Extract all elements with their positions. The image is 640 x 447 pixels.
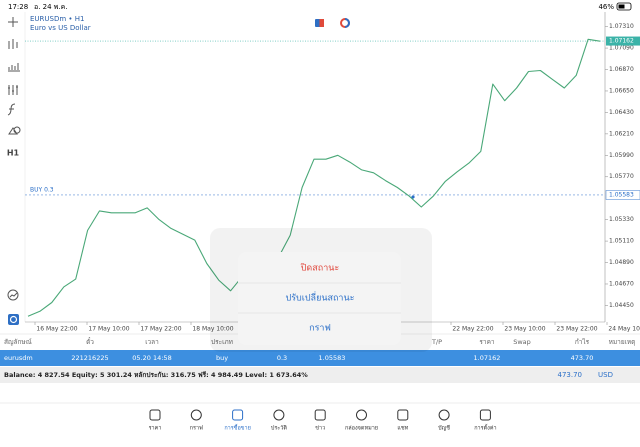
x-tick-label: 23 May 10:00 bbox=[504, 326, 545, 333]
indicators-tool[interactable] bbox=[8, 39, 18, 49]
table-header: T/P bbox=[431, 338, 442, 346]
table-cell[interactable]: 1.05583 bbox=[319, 354, 346, 362]
table-cell[interactable]: buy bbox=[216, 354, 228, 362]
x-tick-label: 23 May 22:00 bbox=[556, 326, 597, 333]
table-header: เวลา bbox=[145, 338, 159, 346]
tab-icon[interactable] bbox=[397, 409, 409, 421]
x-tick-label: 22 May 22:00 bbox=[452, 326, 493, 333]
tab-icon[interactable] bbox=[232, 409, 244, 421]
tab-label[interactable]: ราคา bbox=[149, 426, 162, 432]
y-tick-label: 1.06210 bbox=[609, 130, 634, 137]
chart-symbol: EURUSDm • H1 bbox=[30, 15, 84, 23]
zoom-tool[interactable] bbox=[7, 289, 19, 301]
tab-bar: ราคา กราฟ การซื้อขาย ประวัติ ข่าว กล่องจดหมาย… bbox=[149, 409, 497, 432]
chart-type-tool[interactable] bbox=[8, 63, 20, 72]
table-header: ราคา bbox=[479, 338, 494, 346]
tab-label[interactable]: แชท bbox=[397, 425, 408, 432]
table-header: กำไร bbox=[575, 338, 590, 346]
popup-modify-position[interactable]: ปรับเปลี่ยนสถานะ bbox=[286, 291, 355, 304]
popup-chart[interactable]: กราฟ bbox=[309, 324, 331, 334]
summary-currency: USD bbox=[598, 371, 613, 379]
battery-icon bbox=[616, 2, 632, 11]
settings-tool[interactable] bbox=[8, 85, 18, 95]
y-tick-label: 1.06870 bbox=[609, 66, 634, 73]
position-price-box bbox=[605, 190, 640, 200]
tab-icon[interactable] bbox=[356, 409, 367, 421]
position-price-label: 1.05583 bbox=[609, 191, 634, 198]
x-tick-label: 17 May 10:00 bbox=[88, 326, 129, 333]
tab-icon[interactable] bbox=[479, 409, 491, 421]
chart-description: Euro vs US Dollar bbox=[30, 24, 91, 32]
y-tick-label: 1.07090 bbox=[609, 45, 634, 52]
tab-icon[interactable] bbox=[438, 409, 450, 421]
table-cell[interactable]: 1.07162 bbox=[474, 354, 501, 362]
summary-bg bbox=[0, 367, 640, 383]
tab-icon[interactable] bbox=[190, 409, 202, 421]
tab-label[interactable]: ข่าว bbox=[315, 426, 325, 432]
summary-text: Balance: 4 827.54 Equity: 5 301.24 หลักป… bbox=[4, 371, 308, 379]
table-cell[interactable]: 05.20 14:58 bbox=[132, 354, 171, 362]
x-tick-label: 18 May 10:00 bbox=[192, 326, 233, 333]
y-tick-label: 1.04670 bbox=[609, 280, 634, 287]
y-tick-label: 1.07310 bbox=[609, 23, 634, 30]
status-time: 17:28 bbox=[8, 3, 28, 11]
zoom-tool-inner bbox=[9, 292, 18, 298]
x-tick-label: 17 May 22:00 bbox=[140, 326, 181, 333]
table-header: Swap bbox=[513, 338, 531, 346]
current-price-label: 1.07162 bbox=[609, 38, 634, 45]
crosshair-tool[interactable] bbox=[8, 17, 18, 27]
selected-row-bg[interactable] bbox=[0, 350, 640, 366]
table-header: สัญลักษณ์ bbox=[4, 338, 32, 346]
function-tool[interactable] bbox=[7, 103, 16, 116]
tab-label[interactable]: การตั้งค่า bbox=[474, 424, 496, 432]
table-header: ตั๋ว bbox=[86, 337, 94, 346]
table-cell[interactable]: 0.3 bbox=[277, 354, 287, 362]
table-header: หมายเหตุ bbox=[609, 338, 636, 346]
y-tick-label: 1.04450 bbox=[609, 302, 634, 309]
signal-icon-half bbox=[344, 18, 350, 28]
y-tick-label: 1.05990 bbox=[609, 152, 634, 159]
y-tick-label: 1.06650 bbox=[609, 87, 634, 94]
action-popup bbox=[238, 252, 401, 345]
tab-label[interactable]: กล่องจดหมาย bbox=[345, 426, 378, 432]
price-line bbox=[27, 38, 601, 317]
chart-layer: 1.07310 1.07090 1.06870 1.06650 1.06430 1.062… bbox=[25, 23, 640, 333]
battery-level bbox=[618, 4, 625, 9]
tab-icon[interactable] bbox=[314, 409, 326, 421]
tab-icon[interactable] bbox=[273, 409, 285, 421]
status-date: อ. 24 พ.ค. bbox=[34, 3, 68, 11]
table-header: ประเภท bbox=[211, 338, 233, 346]
one-click-icon-half bbox=[319, 19, 324, 27]
popup-close-position[interactable]: ปิดสถานะ bbox=[301, 263, 340, 274]
objects-tool[interactable] bbox=[8, 126, 21, 135]
table-cell[interactable]: 221216225 bbox=[71, 354, 108, 362]
tab-label[interactable]: บัญชี bbox=[438, 425, 450, 432]
position-label: BUY 0.3 bbox=[30, 186, 54, 193]
status-battery: 46% bbox=[598, 3, 614, 11]
y-tick-label: 1.05110 bbox=[609, 238, 634, 245]
y-tick-label: 1.04890 bbox=[609, 259, 634, 266]
left-toolbar bbox=[7, 17, 21, 301]
tab-label[interactable]: การซื้อขาย bbox=[224, 424, 250, 432]
y-tick-label: 1.05770 bbox=[609, 173, 634, 180]
tab-icon[interactable] bbox=[149, 409, 161, 421]
table-cell[interactable]: 473.70 bbox=[571, 354, 594, 362]
x-tick-label: 24 May 10:00 bbox=[608, 326, 640, 333]
current-price-box bbox=[606, 36, 640, 46]
table-cell[interactable]: eurusdm bbox=[4, 354, 33, 362]
summary-profit: 473.70 bbox=[558, 371, 583, 379]
app-logo[interactable] bbox=[8, 314, 19, 325]
tab-label[interactable]: กราฟ bbox=[190, 425, 203, 432]
tab-label[interactable]: ประวัติ bbox=[271, 425, 287, 432]
app-logo-ring bbox=[9, 315, 18, 324]
x-tick-label: 16 May 22:00 bbox=[36, 326, 77, 333]
y-tick-label: 1.06430 bbox=[609, 109, 634, 116]
timeframe-button[interactable]: H1 bbox=[7, 149, 20, 158]
y-tick-label: 1.05330 bbox=[609, 216, 634, 223]
entry-marker bbox=[411, 194, 415, 199]
